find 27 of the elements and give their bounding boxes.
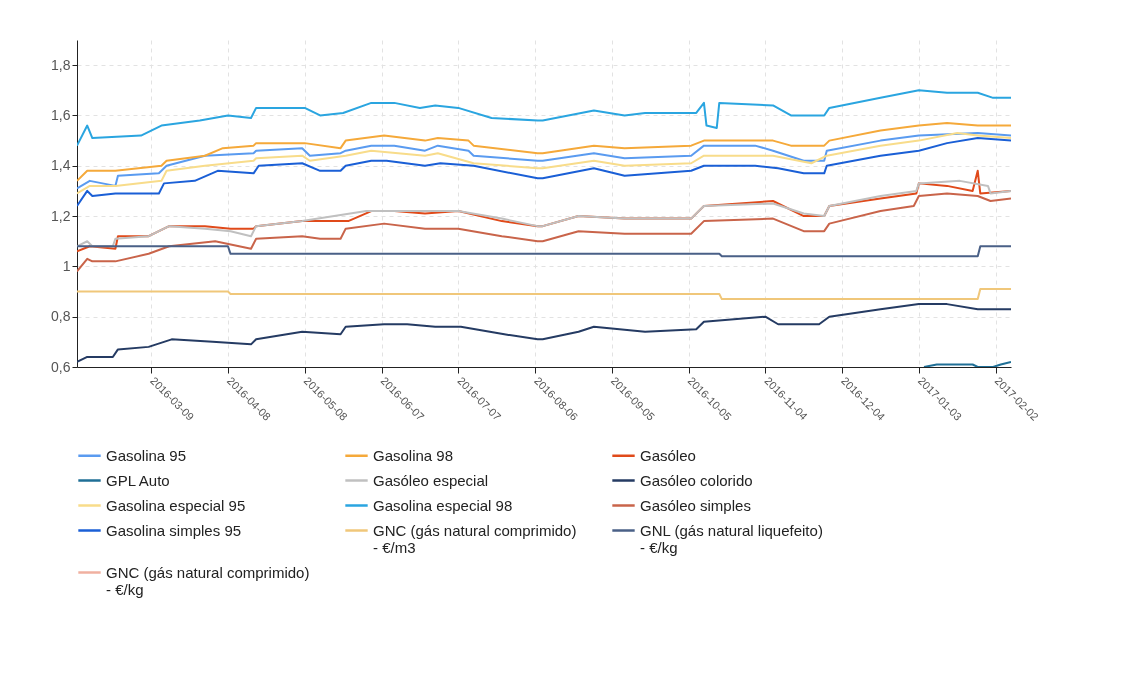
legend-label: Gasóleo simples [640, 496, 751, 514]
legend-label: GNC (gás natural comprimido) - €/kg [106, 563, 310, 598]
legend-label: Gasolina especial 98 [373, 496, 513, 514]
line-series [77, 288, 1011, 301]
line-series [77, 192, 1011, 273]
line-series [77, 89, 1011, 147]
legend-label: Gasolina 98 [373, 446, 454, 464]
legend-label: GNC (gás natural comprimido) - €/m3 [373, 521, 577, 556]
y-tick-label: 0,6 [51, 358, 71, 375]
legend-label: Gasóleo colorido [640, 471, 753, 489]
y-tick-label: 1 [62, 257, 71, 274]
y-tick-label: 1,8 [51, 56, 71, 73]
line-series [77, 137, 1011, 208]
legend-label: Gasóleo especial [373, 471, 489, 489]
y-tick-label: 1,4 [51, 157, 71, 174]
legend-label: GPL Auto [106, 471, 170, 489]
legend-label: GNL (gás natural liquefeito) - €/kg [640, 521, 823, 556]
line-series [77, 303, 1011, 363]
y-tick-label: 1,6 [51, 106, 71, 123]
legend-label: Gasolina especial 95 [106, 496, 246, 514]
legend-label: Gasóleo [640, 446, 696, 464]
y-tick-label: 0,8 [51, 308, 71, 325]
y-tick-label: 1,2 [51, 207, 71, 224]
line-series [77, 179, 1011, 248]
legend-label: Gasolina 95 [106, 446, 187, 464]
legend-label: Gasolina simples 95 [106, 521, 242, 539]
line-series [77, 122, 1011, 182]
